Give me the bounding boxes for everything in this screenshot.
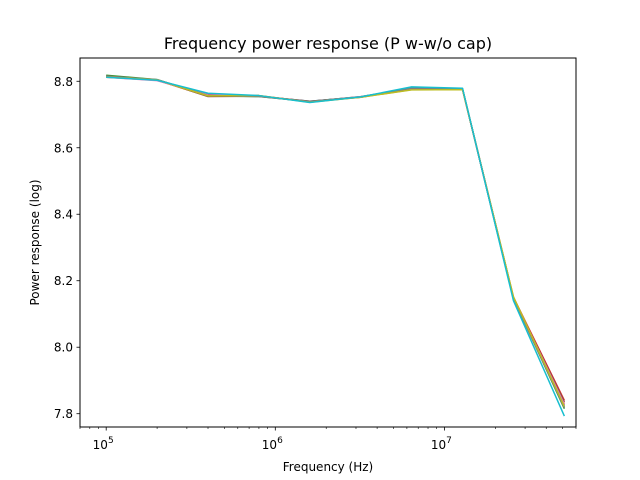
x-axis-label: Frequency (Hz): [283, 460, 374, 474]
series-line-10: [106, 76, 566, 417]
chart-title: Frequency power response (P w-w/o cap): [164, 34, 492, 53]
y-tick-label: 8.8: [54, 75, 73, 89]
x-tick-label-exponent: 5: [108, 436, 114, 446]
x-tick-label-exponent: 7: [446, 436, 452, 446]
y-tick-label: 8.6: [54, 141, 73, 155]
y-tick-label: 7.8: [54, 407, 73, 421]
axes-frame: [79, 57, 577, 428]
y-axis-label: Power response (log): [28, 179, 42, 305]
series-lines: [106, 74, 566, 417]
x-tick-label-base: 10: [93, 438, 108, 452]
y-axis-ticks: 7.8 8.0 8.2 8.4 8.6 8.8: [54, 75, 80, 421]
y-tick-label: 8.0: [54, 341, 73, 355]
y-tick-label: 8.4: [54, 208, 73, 222]
x-tick-label-exponent: 6: [277, 436, 283, 446]
x-tick-label: 105: [93, 436, 114, 452]
x-axis-ticks: 105 106 107: [79, 427, 577, 452]
x-tick-label: 106: [262, 436, 283, 452]
x-tick-label-base: 10: [262, 438, 277, 452]
x-tick-label-base: 10: [431, 438, 446, 452]
x-tick-label: 107: [431, 436, 452, 452]
y-tick-label: 8.2: [54, 274, 73, 288]
